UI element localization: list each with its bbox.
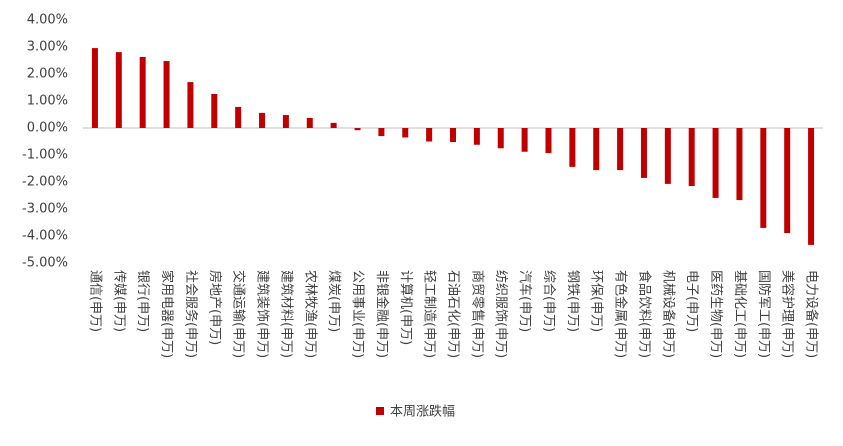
bar <box>736 128 743 201</box>
bar <box>330 122 337 128</box>
x-tick-label: 建筑装饰(申万) <box>255 270 271 358</box>
x-tick-label: 汽车(申万) <box>517 270 533 332</box>
bar <box>521 128 528 152</box>
bar <box>354 128 361 131</box>
bar <box>497 128 504 149</box>
x-tick-label: 电力设备(申万) <box>804 270 820 358</box>
x-tick-label: 有色金属(申万) <box>613 270 629 358</box>
x-tick-label: 房地产(申万) <box>207 270 223 345</box>
x-tick-label: 煤炭(申万) <box>326 270 341 332</box>
x-tick-label: 医药生物(申万) <box>708 270 723 358</box>
bar <box>402 128 409 138</box>
bar <box>617 128 624 171</box>
bar <box>688 128 695 187</box>
x-tick-label: 交通运输(申万) <box>231 270 247 358</box>
y-tick-label: -2.00% <box>22 175 68 190</box>
bar <box>115 52 122 128</box>
x-tick-label: 计算机(申万) <box>398 270 413 345</box>
y-tick-label: 3.00% <box>27 40 68 55</box>
x-tick-label: 食品饮料(申万) <box>636 270 652 358</box>
bar <box>211 93 218 128</box>
x-tick-label: 社会服务(申万) <box>183 270 199 358</box>
bar <box>808 128 815 245</box>
y-tick-label: -1.00% <box>22 148 68 163</box>
y-tick-label: -5.00% <box>22 256 68 271</box>
legend-swatch <box>376 407 384 415</box>
bar <box>282 115 289 128</box>
bar <box>91 48 98 128</box>
x-tick-label: 通信(申万) <box>87 270 102 332</box>
bar <box>760 128 767 228</box>
y-tick-label: 1.00% <box>27 94 68 109</box>
x-tick-label: 商贸零售(申万) <box>469 270 485 358</box>
bar <box>163 61 170 128</box>
x-tick-label: 公用事业(申万) <box>350 270 365 358</box>
x-tick-label: 非银金融(申万) <box>374 270 390 358</box>
x-tick-label: 传媒(申万) <box>111 270 126 332</box>
x-tick-label: 环保(申万) <box>589 270 604 332</box>
x-tick-label: 国防军工(申万) <box>756 270 772 358</box>
x-tick-label: 石油石化(申万) <box>446 270 461 358</box>
x-tick-label: 农林牧渔(申万) <box>302 270 317 358</box>
x-tick-label: 纺织服饰(申万) <box>493 270 508 358</box>
bar <box>235 106 242 128</box>
bar <box>569 128 576 167</box>
y-tick-label: 4.00% <box>27 13 68 28</box>
x-tick-label: 综合(申万) <box>541 270 556 332</box>
y-tick-label: -3.00% <box>22 202 68 217</box>
y-tick-label: 0.00% <box>27 121 68 136</box>
bar <box>187 82 194 128</box>
bar <box>593 128 600 171</box>
x-tick-label: 建筑材料(申万) <box>278 270 294 358</box>
x-tick-label: 家用电器(申万) <box>159 270 175 358</box>
bar <box>306 118 313 128</box>
bar <box>259 112 266 128</box>
bar <box>664 128 671 184</box>
bar <box>545 128 552 154</box>
x-tick-label: 机械设备(申万) <box>660 270 676 358</box>
x-tick-label: 美容护理(申万) <box>780 270 796 358</box>
x-tick-label: 钢铁(申万) <box>565 270 580 332</box>
bar <box>426 128 433 142</box>
y-tick-label: 2.00% <box>27 67 68 82</box>
bar <box>450 128 456 143</box>
x-tick-label: 银行(申万) <box>135 270 150 332</box>
bar <box>473 128 480 145</box>
bar <box>640 128 647 178</box>
bar <box>712 128 719 198</box>
bar <box>378 128 385 137</box>
x-tick-label: 电子(申万) <box>684 270 699 332</box>
bar <box>784 128 791 234</box>
bar <box>139 56 146 128</box>
x-tick-label: 轻工制造(申万) <box>422 270 437 358</box>
x-tick-label: 基础化工(申万) <box>732 270 747 358</box>
legend-label: 本周涨跌幅 <box>390 404 455 420</box>
y-tick-label: -4.00% <box>22 229 68 244</box>
